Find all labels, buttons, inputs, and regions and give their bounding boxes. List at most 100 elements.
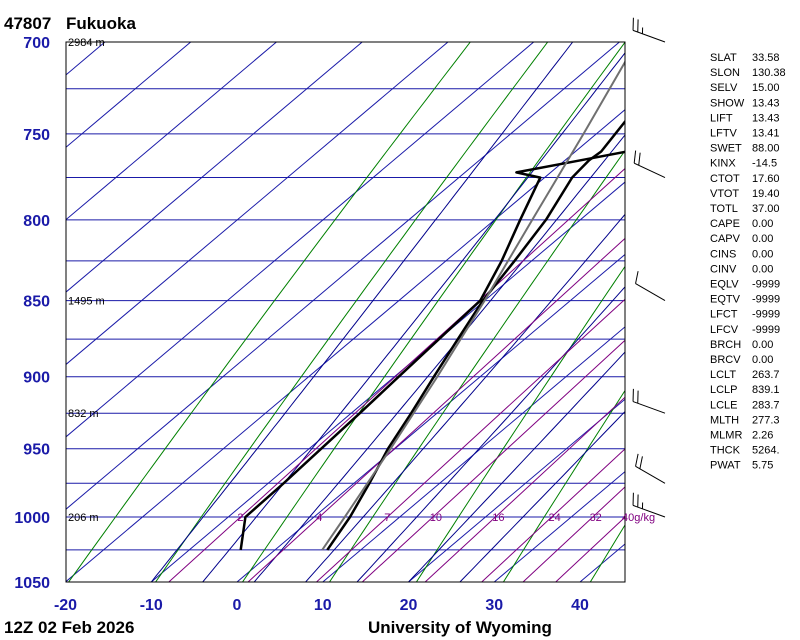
index-label: LCLE [710, 399, 738, 411]
height-label: 206 m [68, 512, 99, 524]
wind-barb-flag [639, 456, 643, 469]
index-label: LFCT [710, 309, 738, 321]
index-value: 33.58 [752, 52, 780, 64]
pressure-tick-label: 1000 [14, 510, 50, 527]
index-value: 283.7 [752, 399, 780, 411]
isotherm-line [66, 42, 363, 293]
dry-adiabat-line [155, 42, 549, 582]
index-label: LFCV [710, 324, 739, 336]
temperature-tick-label: -20 [54, 597, 77, 614]
index-label: THCK [710, 445, 741, 457]
mixing-ratio-line [424, 396, 625, 582]
index-value: 19.40 [752, 188, 780, 200]
moist-adiabat-line [202, 52, 625, 582]
temperature-tick-label: 20 [400, 597, 418, 614]
mixing-ratio-label: 24 [548, 512, 560, 524]
index-value: 17.60 [752, 173, 780, 185]
stability-indices: SLAT 33.58 SLON 130.38 SELV 15.00 SHOW 13.43 LIF… [710, 52, 786, 472]
isotherm-line [66, 42, 449, 366]
index-label: MLTH [710, 414, 739, 426]
index-value: 13.43 [752, 97, 780, 109]
dry-adiabat-line [68, 42, 471, 582]
wind-barb-flag [635, 453, 639, 467]
index-label: TOTL [710, 203, 738, 215]
moist-adiabat-line [356, 286, 625, 582]
wind-barb-flag [638, 152, 641, 166]
mixing-ratio-label: 40g/kg [622, 512, 655, 524]
temperature-tick-label: 40 [571, 597, 589, 614]
index-value: -9999 [752, 324, 780, 336]
isotherm-line [408, 398, 625, 582]
wind-barb [635, 271, 666, 302]
isotherm-line [66, 42, 277, 221]
isotherm-line [150, 181, 625, 582]
isotherm-line [66, 109, 625, 582]
wind-barb-flag [635, 271, 639, 284]
isotherm-line [236, 253, 625, 582]
dry-adiabat-line [329, 149, 625, 582]
wind-barb-staff [632, 504, 666, 518]
index-value: 0.00 [752, 233, 773, 245]
index-label: EQTV [710, 294, 741, 306]
isotherm-line [493, 470, 625, 582]
pressure-tick-label: 1050 [14, 575, 50, 592]
wind-barb [633, 150, 666, 179]
mixing-ratio-line [481, 448, 625, 582]
isotherm-line [66, 42, 192, 148]
mixing-ratio-label: 7 [384, 512, 390, 524]
index-value: -9999 [752, 294, 780, 306]
dewpoint-profile [239, 150, 625, 551]
index-label: PWAT [710, 460, 741, 472]
axis-labels: 2 4 7 10 16 24 32 40g/kg70075080085090095010001… [14, 35, 655, 614]
index-value: 839.1 [752, 384, 780, 396]
index-value: 263.7 [752, 369, 780, 381]
pressure-tick-label: 750 [23, 127, 50, 144]
index-value: 2.26 [752, 430, 773, 442]
temperature-tick-label: 30 [485, 597, 503, 614]
isotherm-line [66, 42, 620, 510]
index-label: SLON [710, 67, 740, 79]
pressure-tick-label: 950 [23, 442, 50, 459]
index-value: 5264. [752, 445, 780, 457]
wind-barb-staff [635, 465, 666, 484]
index-value: 0.00 [752, 263, 773, 275]
index-label: MLMR [710, 430, 742, 442]
index-value: 37.00 [752, 203, 780, 215]
wind-barb [632, 492, 666, 518]
wind-barb-staff [635, 283, 666, 302]
index-label: KINX [710, 158, 736, 170]
mixing-ratio-label: 16 [492, 512, 504, 524]
temperature-tick-label: 0 [233, 597, 242, 614]
moist-adiabat-line [150, 42, 574, 582]
wind-barb-staff [632, 29, 666, 43]
mixing-ratio-label: 4 [316, 512, 322, 524]
index-label: CAPV [710, 233, 741, 245]
height-label: 2984 m [68, 37, 105, 49]
background-grid [66, 42, 800, 582]
mixing-ratio-label: 32 [590, 512, 602, 524]
mixing-ratio-label: 2 [237, 512, 243, 524]
wind-barbs [632, 17, 666, 518]
index-label: SLAT [710, 52, 737, 64]
plot-frame [65, 41, 626, 583]
sounding-profiles [239, 60, 625, 551]
isotherm-line [66, 42, 106, 76]
index-label: SHOW [710, 97, 745, 109]
parcel-profile [321, 60, 625, 551]
mixing-ratio-label: 10 [430, 512, 442, 524]
index-value: 0.00 [752, 248, 773, 260]
index-label: LFTV [710, 128, 738, 140]
wind-barb [635, 453, 666, 484]
wind-barb [632, 388, 666, 414]
moist-adiabat-line [459, 410, 625, 582]
index-label: BRCH [710, 339, 741, 351]
dry-adiabat-line [677, 42, 800, 582]
moist-adiabat-line [305, 213, 625, 582]
index-value: 0.00 [752, 218, 773, 230]
station-name: Fukuoka [66, 14, 136, 33]
mixing-ratio-line [522, 486, 625, 582]
height-label: 832 m [68, 408, 99, 420]
pressure-tick-label: 850 [23, 294, 50, 311]
index-label: BRCV [710, 354, 741, 366]
